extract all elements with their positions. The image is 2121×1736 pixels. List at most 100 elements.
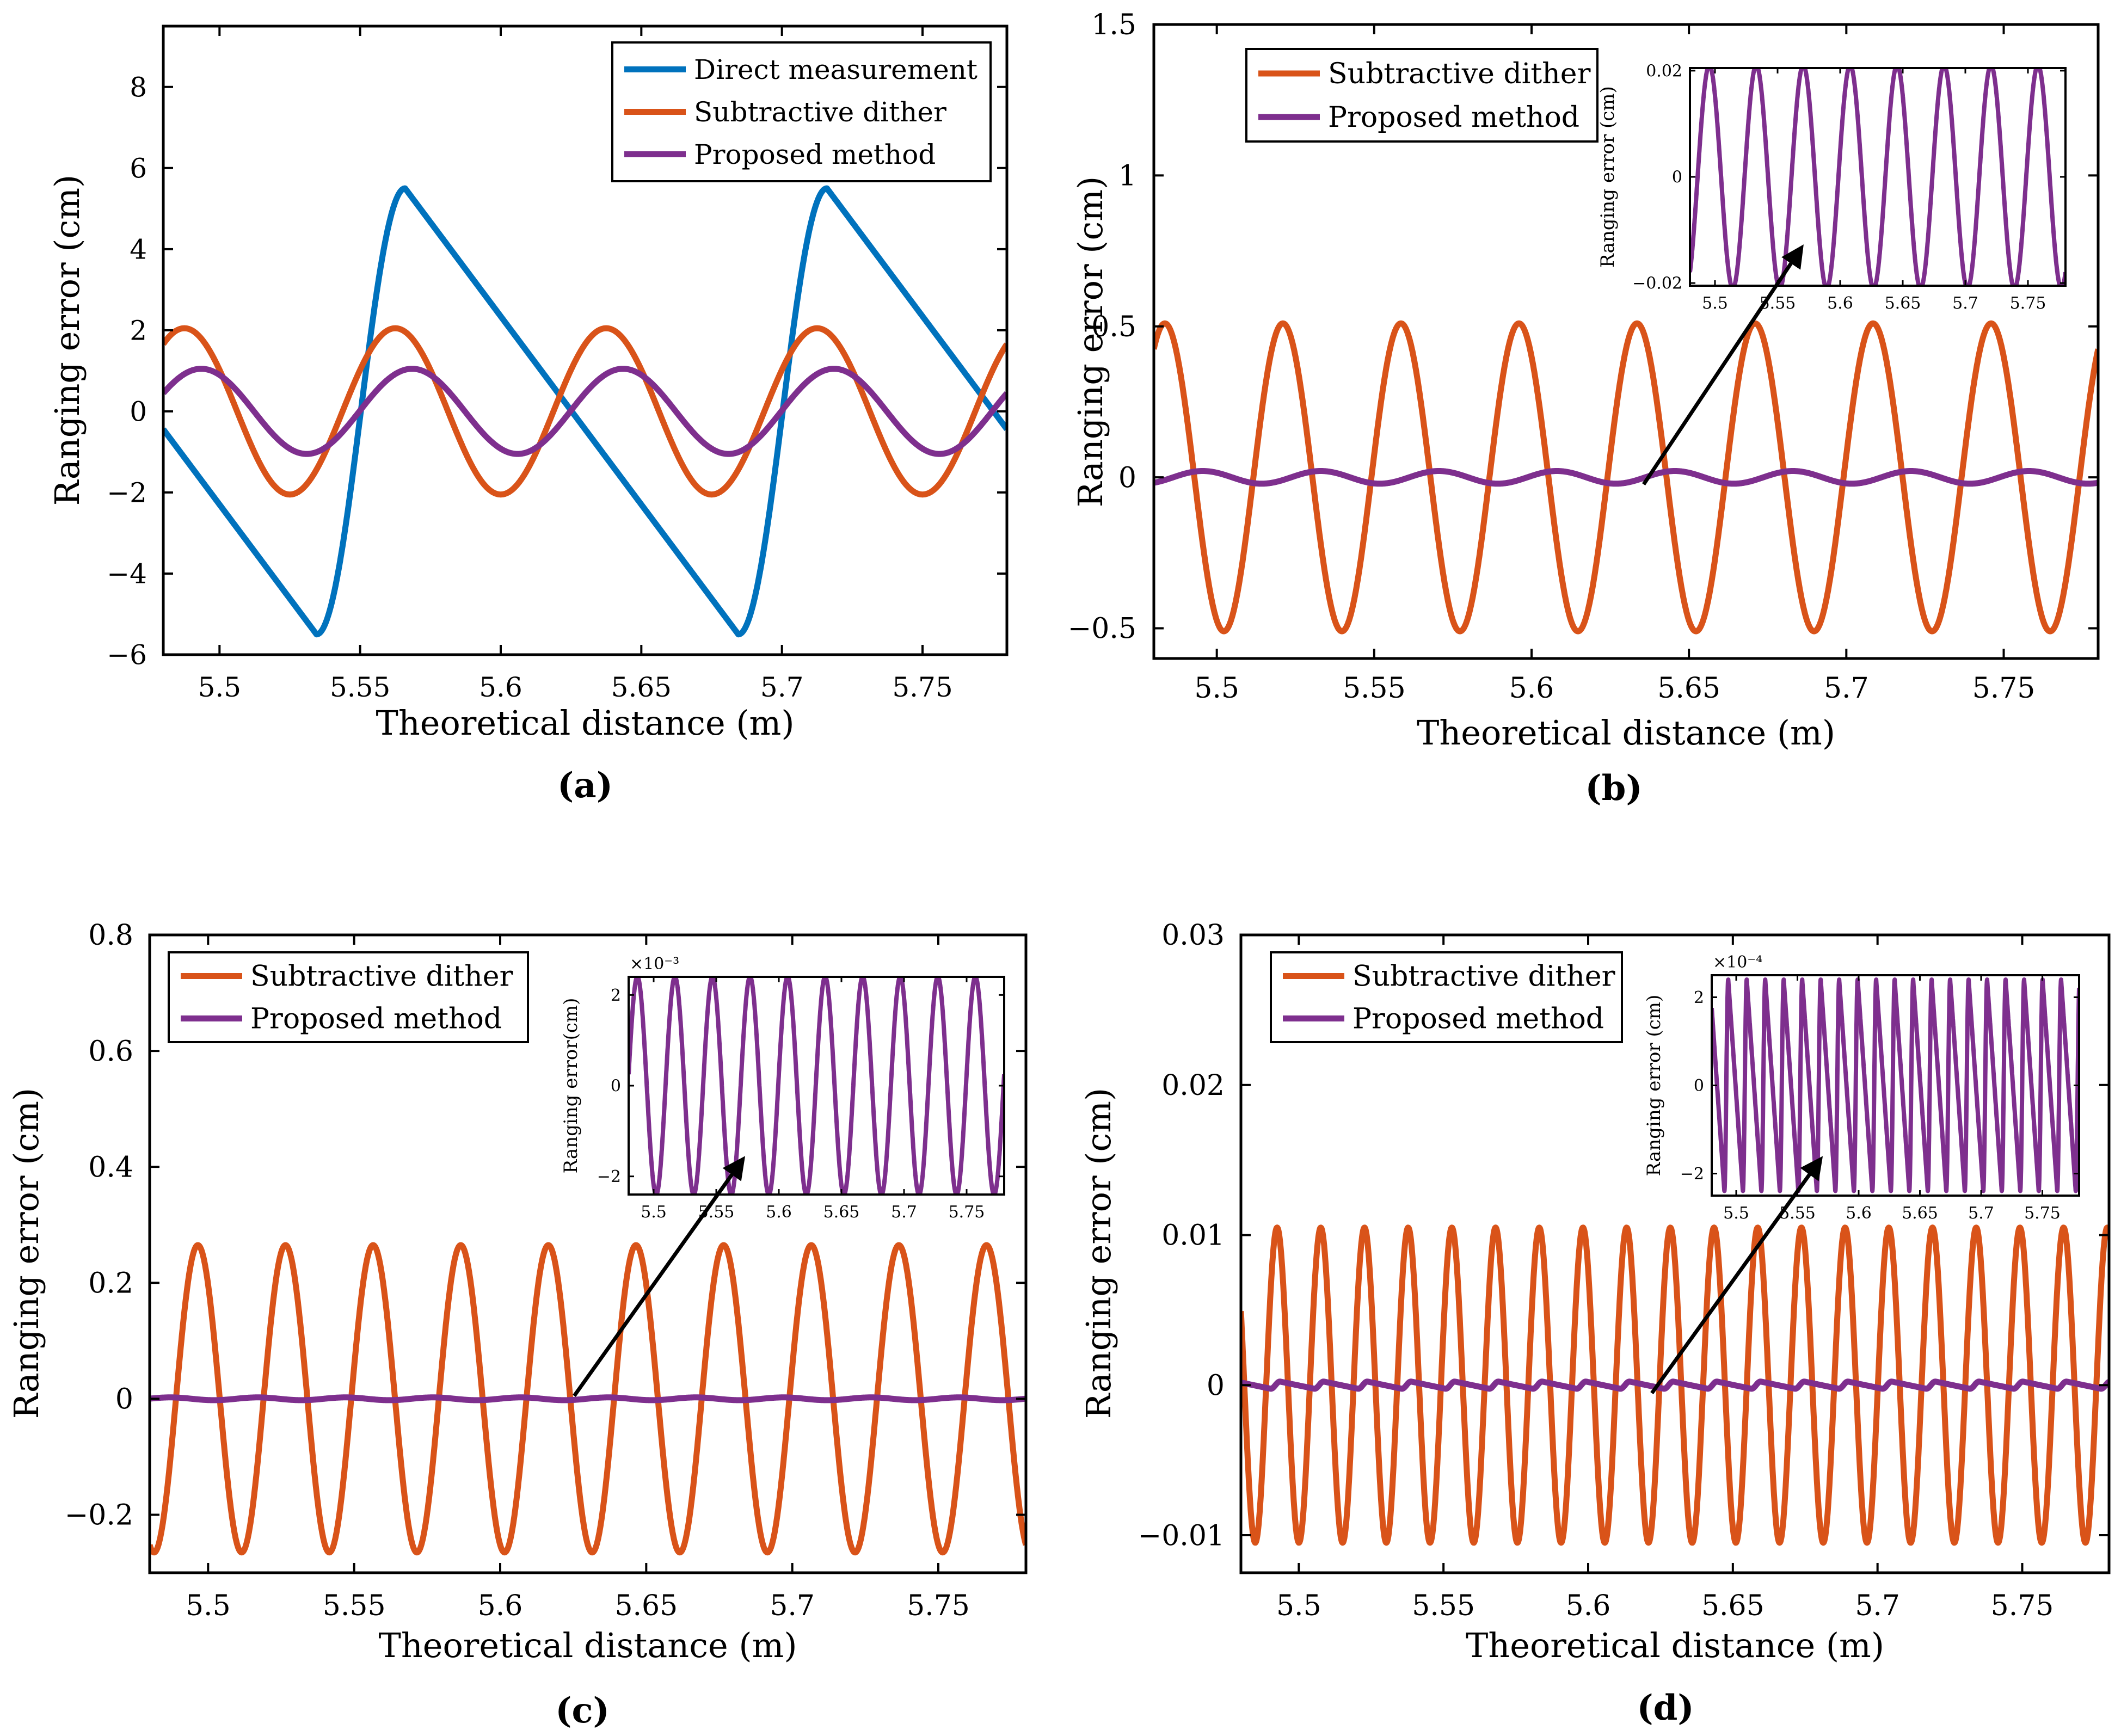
inset-x-tick-label: 5.7 — [891, 1203, 917, 1222]
x-axis-label: Theoretical distance (m) — [1417, 713, 1835, 753]
x-tick-label: 5.5 — [1194, 672, 1239, 705]
inset-x-tick-label: 5.6 — [1846, 1204, 1872, 1223]
y-tick-label: 0.2 — [88, 1267, 133, 1300]
series-group — [1154, 320, 2098, 635]
inset-y-tick-label: 2 — [1694, 988, 1704, 1007]
y-axis-label: Ranging error (cm) — [7, 1088, 46, 1419]
y-tick-label: 2 — [130, 315, 147, 346]
y-axis-label: Ranging error (cm) — [47, 175, 87, 506]
legend: Subtractive dither Proposed method — [1245, 48, 1599, 143]
subtractive-dither-line — [1241, 1224, 2109, 1546]
zoom-arrow — [1650, 1156, 1823, 1395]
inset-x-tick-label: 5.65 — [823, 1203, 860, 1222]
inset-x-tick-label: 5.75 — [949, 1203, 985, 1222]
y-tick-label: 0 — [130, 396, 147, 427]
x-axis-label: Theoretical distance (m) — [378, 1626, 797, 1665]
x-tick-label: 5.5 — [186, 1590, 231, 1622]
inset-series-group — [1690, 68, 2065, 286]
inset-x-tick-label: 5.5 — [1702, 294, 1728, 313]
legend-entry: Subtractive dither — [1328, 58, 1591, 90]
y-axis-label: Ranging error (cm) — [1071, 176, 1110, 507]
inset-y-tick-label: 0 — [1672, 168, 1682, 187]
legend-entry: Subtractive dither — [250, 961, 513, 993]
x-tick-label: 5.6 — [1566, 1590, 1611, 1622]
panel-b: 5.5 5.55 5.6 5.65 5.7 5.75 −0.5 0 0.5 1 1.5 Theoret… — [1068, 9, 2100, 809]
legend-entry: Direct measurement — [694, 54, 977, 85]
inset-x-tick-label: 5.7 — [1952, 294, 1978, 313]
x-tick-label: 5.65 — [1701, 1590, 1765, 1622]
legend-box — [1270, 951, 1623, 1043]
inset-x-tick-label: 5.6 — [766, 1203, 792, 1222]
x-tick-label: 5.55 — [330, 672, 390, 703]
y-tick-label: −6 — [107, 639, 147, 671]
legend-entry: Subtractive dither — [694, 96, 946, 128]
y-tick-label: 0.6 — [88, 1035, 133, 1068]
panel-c: 5.5 5.55 5.6 5.65 5.7 5.75 −0.2 0 0.2 0.4 0.6 0.8 Th… — [7, 919, 1028, 1731]
inset-x-tick-label: 5.5 — [1723, 1204, 1749, 1223]
zoom-arrow — [1642, 244, 1804, 485]
x-tick-label: 5.65 — [611, 672, 672, 703]
direct-measurement-line — [163, 185, 1007, 638]
inset-y-tick-label: 0 — [1694, 1076, 1704, 1095]
y-tick-label: 8 — [130, 71, 147, 103]
legend-box — [611, 41, 992, 182]
x-tick-label: 5.65 — [614, 1590, 678, 1622]
x-tick-label: 5.75 — [907, 1590, 970, 1622]
y-tick-label: 1 — [1118, 160, 1136, 193]
inset-y-axis-label: Ranging error (cm) — [1597, 86, 1619, 268]
y-tick-label: 0 — [1118, 461, 1136, 494]
inset-y-tick-label: −2 — [1680, 1165, 1704, 1184]
y-tick-label: 0.03 — [1161, 919, 1225, 952]
legend-box — [1245, 48, 1599, 143]
y-axis-label: Ranging error (cm) — [1079, 1088, 1118, 1419]
panel-a: 5.5 5.55 5.6 5.65 5.7 5.75 −6 −4 −2 0 2 4 6 8 Theoreti… — [47, 24, 1009, 806]
axes-frame — [1239, 933, 2111, 1574]
x-tick-label: 5.6 — [1509, 672, 1554, 705]
x-tick-label: 5.5 — [1276, 1590, 1321, 1622]
inset-x-tick-label: 5.75 — [2024, 1204, 2061, 1223]
x-tick-label: 5.6 — [478, 1590, 523, 1622]
x-axis-label: Theoretical distance (m) — [376, 703, 794, 743]
x-tick-label: 5.55 — [323, 1590, 386, 1622]
panel-label: (d) — [1637, 1688, 1694, 1728]
proposed-method-line — [1154, 468, 2098, 487]
inset-x-tick-label: 5.75 — [2010, 294, 2046, 313]
inset-series-0-line — [1712, 977, 2079, 1193]
legend-entry: Subtractive dither — [1352, 961, 1615, 993]
y-tick-label: 1.5 — [1091, 9, 1136, 41]
y-tick-label: 0.4 — [88, 1151, 133, 1184]
x-tick-label: 5.55 — [1412, 1590, 1475, 1622]
x-tick-label: 5.5 — [198, 672, 242, 703]
inset-x-tick-label: 5.7 — [1968, 1204, 1994, 1223]
series-group — [1241, 1224, 2109, 1546]
series-group — [150, 1242, 1026, 1556]
axes-frame — [162, 24, 1009, 656]
inset-y-axis-label: Ranging error(cm) — [560, 998, 582, 1174]
y-tick-label: −0.5 — [1068, 613, 1136, 645]
x-tick-label: 5.6 — [479, 672, 522, 703]
series-group — [163, 185, 1007, 638]
panel-label: (b) — [1585, 768, 1642, 809]
y-tick-label: 0.01 — [1161, 1220, 1225, 1252]
x-tick-label: 5.75 — [1972, 672, 2036, 705]
proposed-method-line — [1241, 1378, 2109, 1392]
legend-entry: Proposed method — [1352, 1003, 1604, 1036]
inset-axes-frame — [628, 976, 1005, 1196]
inset-series-0-line — [1690, 68, 2065, 286]
x-tick-label: 5.75 — [892, 672, 952, 703]
y-tick-label: 0.5 — [1091, 311, 1136, 343]
panel-d: 5.5 5.55 5.6 5.65 5.7 5.75 −0.01 0 0.01 0.02 0.03 T… — [1079, 919, 2111, 1728]
subtractive-dither-line — [150, 1242, 1026, 1556]
inset-exponent-label: ×10⁻⁴ — [1713, 953, 1762, 972]
axes-frame — [148, 933, 1028, 1574]
inset-y-axis-label: Ranging error (cm) — [1643, 995, 1665, 1177]
legend: Subtractive dither Proposed method — [1270, 951, 1623, 1043]
zoom-arrow — [573, 1156, 746, 1398]
proposed-method-line — [150, 1394, 1026, 1403]
inset-x-tick-label: 5.65 — [1885, 294, 1921, 313]
y-tick-label: −0.01 — [1138, 1519, 1225, 1552]
panel-label: (a) — [557, 765, 613, 806]
